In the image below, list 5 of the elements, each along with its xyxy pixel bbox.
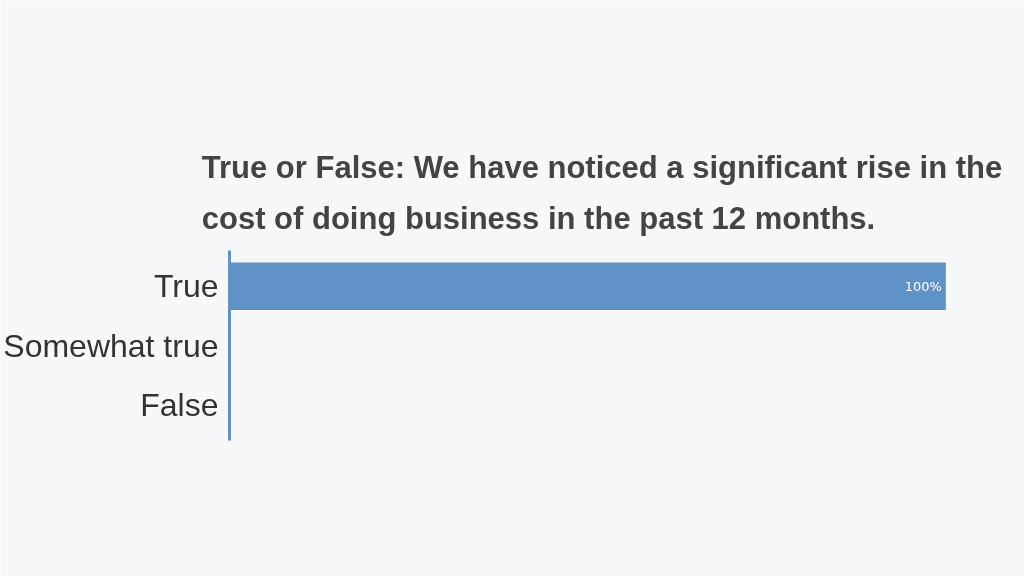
chart-title: True or False: We have noticed a significant rise in the cost of doing business in the past 12 months. (201, 149, 1003, 236)
data-label: 100% (904, 278, 942, 294)
y-tick-label: True (153, 268, 219, 305)
y-tick-label: Somewhat true (3, 327, 219, 364)
y-tick-label: False (140, 386, 219, 423)
